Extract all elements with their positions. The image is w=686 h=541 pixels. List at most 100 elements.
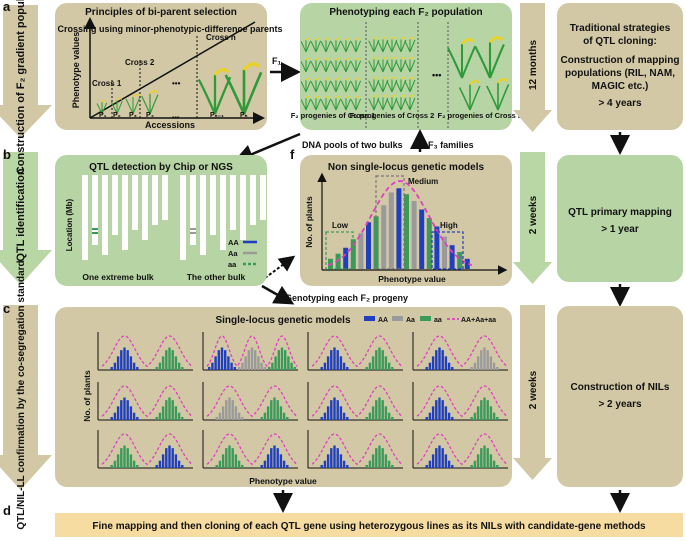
- mini-bar: [276, 448, 279, 468]
- leaf: [474, 46, 491, 79]
- single-locus-plot: [97, 332, 193, 371]
- panel-b-title: QTL detection by Chip or NGS: [89, 162, 233, 173]
- f-bar: [449, 245, 455, 269]
- mini-bar: [284, 350, 287, 370]
- f2-plant: [310, 95, 322, 111]
- panel-d-text: Fine mapping and then cloning of each QT…: [92, 521, 646, 532]
- mini-bar: [378, 445, 381, 468]
- mini-bar: [476, 406, 480, 420]
- aa-marker: [92, 232, 98, 234]
- f2-plant: [320, 57, 332, 73]
- panel-a-subtitle: Crossing using minor-phenotypic-differen…: [57, 24, 282, 34]
- f2-plant: [386, 94, 398, 111]
- panel-e-box1-line3: Construction of mapping: [561, 55, 680, 66]
- leaf: [373, 39, 380, 53]
- f2-plant: [368, 94, 380, 111]
- parent-plant: [224, 62, 263, 115]
- mini-bar: [273, 397, 276, 420]
- single-locus-plot: [202, 382, 298, 421]
- panicle: [335, 37, 341, 41]
- chromosome: [210, 175, 216, 235]
- pop-label-1: F₂ progenies of Cross 1: [291, 111, 376, 120]
- f-bar: [426, 218, 432, 269]
- mini-bar: [492, 412, 496, 420]
- parent-label-1: P₁: [99, 112, 107, 119]
- leaf: [373, 59, 380, 73]
- mini-bar: [391, 366, 394, 370]
- panicle: [305, 77, 311, 81]
- panicle: [335, 57, 341, 61]
- panicle: [400, 56, 406, 60]
- panicle: [132, 94, 140, 98]
- mini-bar: [241, 362, 244, 370]
- panicle: [382, 36, 388, 40]
- leaf: [395, 80, 402, 93]
- mini-bar: [241, 416, 244, 420]
- f2-plant: [320, 77, 332, 93]
- mini-bar: [155, 416, 158, 420]
- panel-f-ylabel: No. of plants: [304, 196, 314, 248]
- mini-bar: [320, 416, 323, 420]
- mini-bar: [286, 416, 289, 420]
- leaf: [386, 80, 393, 93]
- f2-plant: [310, 77, 322, 93]
- f2-plant: [395, 36, 407, 53]
- panicle: [373, 94, 379, 98]
- panicle: [345, 57, 351, 61]
- legend-b-AA: AA: [228, 238, 239, 247]
- mini-bar: [221, 406, 225, 420]
- leaf: [377, 98, 384, 111]
- chromosome: [122, 175, 128, 250]
- panel-a-plants: [96, 62, 263, 115]
- mini-bar: [384, 454, 388, 468]
- leaf: [330, 61, 337, 73]
- panicle: [213, 68, 230, 77]
- mini-bar: [346, 416, 349, 420]
- leaf: [409, 79, 416, 93]
- f-bar: [419, 209, 425, 269]
- Aa-marker: [190, 232, 196, 234]
- single-locus-plot: [307, 430, 403, 469]
- mini-bar: [368, 460, 372, 468]
- mini-bar: [220, 347, 224, 370]
- chromosome: [82, 175, 88, 260]
- panicle: [335, 95, 341, 99]
- f2-plant: [320, 37, 332, 53]
- mini-bar: [136, 366, 139, 370]
- chromosome: [220, 175, 226, 250]
- mini-bar: [391, 464, 394, 468]
- chromosome: [92, 175, 98, 245]
- panel-e-box1-line1: Traditional strategies: [570, 23, 671, 34]
- leaf: [409, 97, 416, 111]
- leaf: [404, 80, 411, 93]
- mini-bar: [320, 464, 323, 468]
- leaf: [132, 97, 141, 115]
- mini-bar: [129, 406, 133, 420]
- panicle: [373, 36, 379, 40]
- chromosome: [250, 175, 256, 225]
- panel-e-box-3: [557, 306, 683, 487]
- chromosome: [142, 175, 148, 240]
- mini-bar: [234, 454, 238, 468]
- panicle: [345, 77, 351, 81]
- mini-bar: [224, 350, 227, 370]
- panicle: [305, 57, 311, 61]
- panel-a-ylabel: Phenotype values: [71, 32, 81, 109]
- panel-f-curve: [327, 180, 473, 266]
- mini-bar: [489, 356, 493, 370]
- f-bar: [388, 192, 394, 269]
- mini-bar: [158, 460, 162, 468]
- mini-bar: [486, 350, 489, 370]
- leaf: [382, 97, 389, 111]
- mini-bar: [486, 400, 489, 420]
- leaf: [197, 78, 217, 115]
- panicle: [382, 76, 388, 80]
- panel-a-box: [55, 3, 267, 130]
- mini-bar: [234, 406, 238, 420]
- mini-bar: [270, 400, 273, 420]
- mini-bar: [165, 448, 168, 468]
- mini-bar: [237, 412, 241, 420]
- mini-bar: [381, 448, 384, 468]
- mini-bar: [333, 347, 336, 370]
- mini-sum-curve: [311, 385, 403, 418]
